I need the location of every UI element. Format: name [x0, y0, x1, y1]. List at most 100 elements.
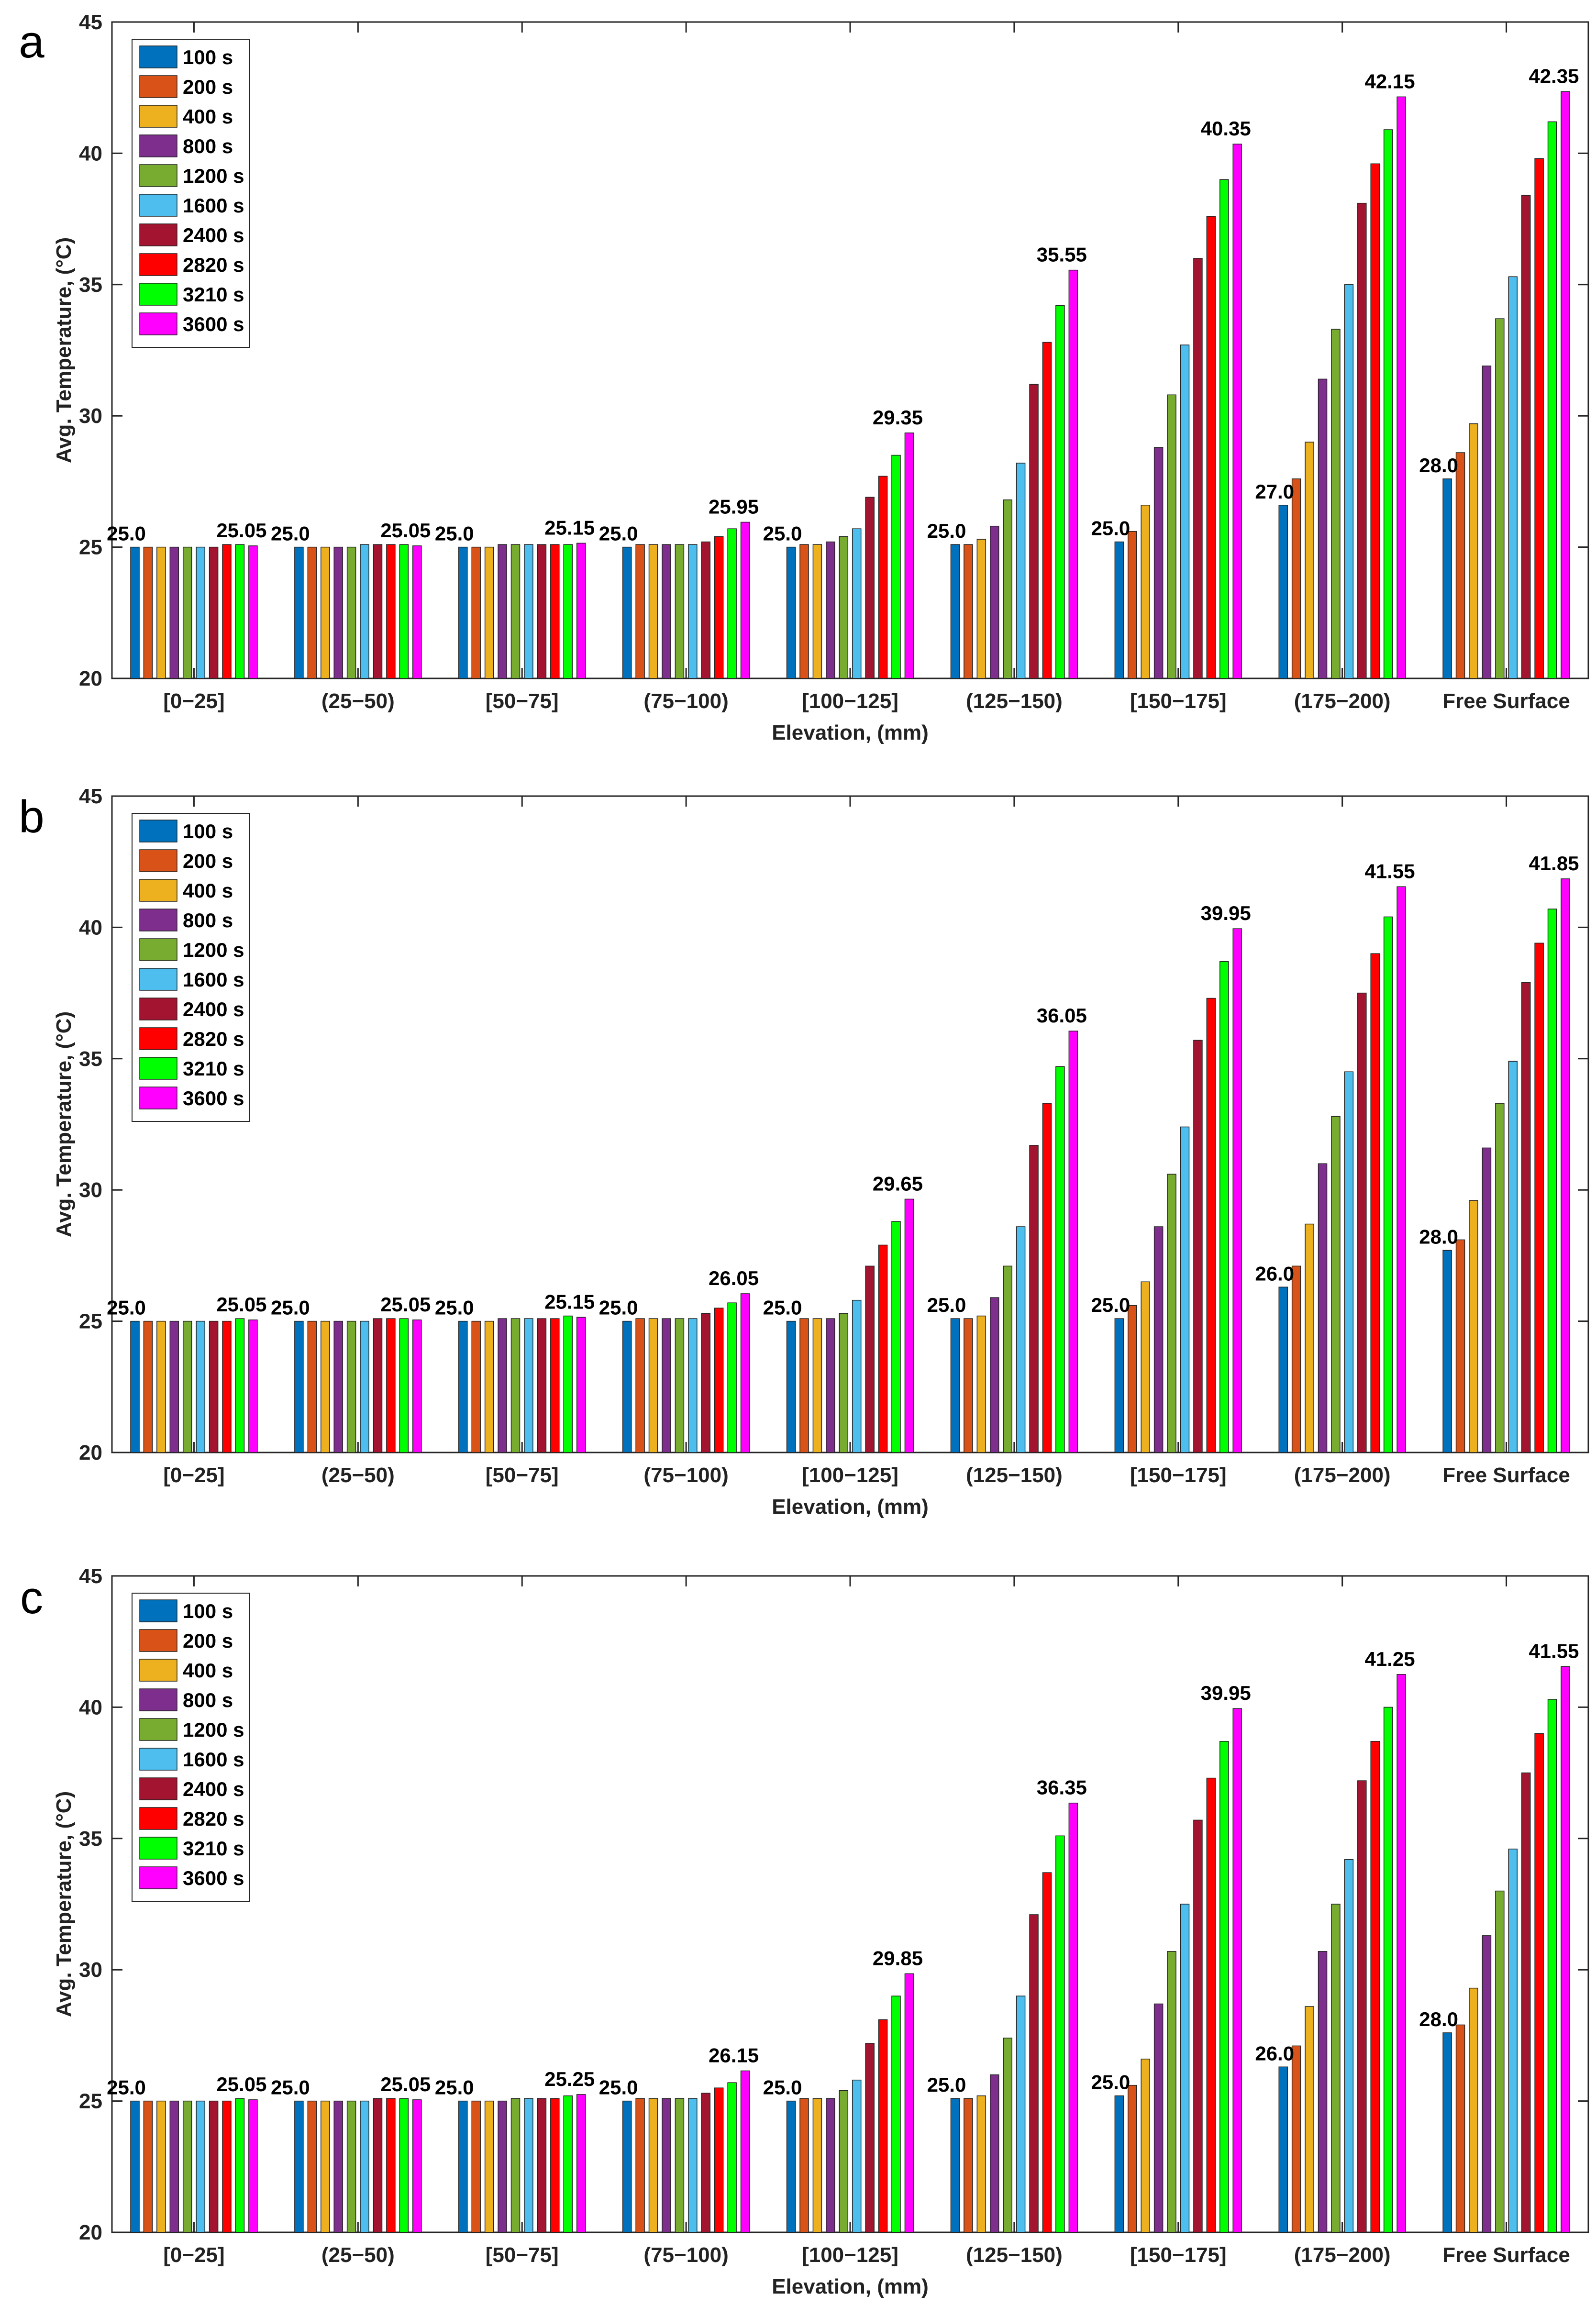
bar — [143, 2100, 153, 2233]
data-label-last: 40.35 — [1201, 117, 1251, 140]
bar — [222, 1320, 232, 1453]
bar — [964, 2098, 973, 2233]
bar — [878, 2019, 888, 2233]
x-tick-label: [100−125] — [802, 1463, 898, 1487]
bar — [498, 544, 507, 679]
y-axis-title: Avg. Temperature, (°C) — [52, 1791, 76, 2017]
bar — [740, 521, 750, 679]
data-label-first: 28.0 — [1419, 1225, 1458, 1248]
bar — [386, 2098, 396, 2233]
bar — [1305, 2006, 1314, 2233]
legend-swatch — [139, 1659, 177, 1682]
bar — [1193, 1819, 1203, 2233]
x-axis-title: Elevation, (mm) — [772, 1495, 929, 1519]
panel-letter: b — [19, 791, 44, 843]
bar — [904, 432, 914, 679]
bar — [1114, 2095, 1124, 2233]
bar — [1128, 2084, 1137, 2233]
legend-swatch — [139, 194, 177, 217]
legend-label: 2820 s — [183, 1028, 244, 1050]
x-tick-label: (25−50) — [321, 2243, 395, 2267]
bar — [1318, 1163, 1328, 1453]
bar — [484, 546, 494, 679]
legend-label: 2400 s — [183, 998, 244, 1020]
bar — [248, 1319, 258, 1453]
data-label-last: 41.55 — [1365, 860, 1415, 882]
legend-swatch — [139, 998, 177, 1020]
bar — [976, 2095, 986, 2233]
bar — [1029, 384, 1039, 679]
data-label-first: 25.0 — [435, 1297, 474, 1319]
bar — [701, 1313, 711, 1453]
bar — [839, 1313, 849, 1453]
data-label-last: 29.85 — [873, 1947, 923, 1969]
bar — [510, 2098, 521, 2233]
bar — [1344, 1071, 1354, 1453]
legend-swatch — [139, 1599, 177, 1622]
bar — [333, 2100, 343, 2233]
bar — [1219, 961, 1229, 1453]
bar — [812, 1318, 822, 1453]
data-label-last: 36.05 — [1037, 1004, 1087, 1027]
bar — [169, 2100, 179, 2233]
bar — [1167, 394, 1176, 679]
bar — [1068, 1802, 1078, 2233]
bar — [1547, 1699, 1557, 2233]
bar — [1003, 1265, 1012, 1453]
legend-label: 100 s — [183, 46, 233, 68]
data-label-first: 25.0 — [927, 2073, 966, 2096]
y-tick-label: 40 — [79, 142, 102, 165]
bar — [471, 546, 481, 679]
bar — [1534, 1733, 1544, 2233]
data-label-first: 26.0 — [1255, 2042, 1294, 2064]
bar — [964, 544, 973, 679]
x-tick-label: [150−175] — [1130, 2243, 1227, 2267]
legend-swatch — [139, 1807, 177, 1830]
y-axis-title: Avg. Temperature, (°C) — [52, 1011, 76, 1237]
plot-area — [111, 795, 1589, 1453]
bar — [1455, 1239, 1465, 1453]
legend-label: 100 s — [183, 1600, 233, 1622]
bar — [1331, 1116, 1341, 1453]
bar — [196, 1320, 205, 1453]
bar — [1357, 202, 1367, 679]
bar — [498, 1318, 507, 1453]
bar — [688, 2098, 698, 2233]
legend-label: 2400 s — [183, 224, 244, 246]
bar — [1561, 878, 1570, 1453]
data-label-first: 25.0 — [271, 1297, 310, 1319]
bar — [458, 546, 468, 679]
bar — [727, 2082, 737, 2233]
bar — [576, 1317, 586, 1453]
bar — [576, 2094, 586, 2233]
legend-label: 3210 s — [183, 283, 244, 306]
bar — [373, 1318, 383, 1453]
bar — [471, 1320, 481, 1453]
bar — [169, 546, 179, 679]
bar — [386, 544, 396, 679]
bar — [1232, 1708, 1242, 2233]
x-tick-label: [50−75] — [486, 1463, 559, 1487]
bar — [1016, 1226, 1026, 1453]
bar — [1383, 1707, 1393, 2233]
bar — [1232, 144, 1242, 679]
x-tick-label: [0−25] — [163, 689, 224, 713]
data-label-last: 25.05 — [216, 2073, 266, 2095]
bar — [1042, 1872, 1052, 2233]
bar — [1508, 1849, 1518, 2233]
legend-label: 2820 s — [183, 1807, 244, 1830]
legend-swatch — [139, 968, 177, 991]
bar — [1442, 2032, 1452, 2233]
bar — [209, 2100, 219, 2233]
bar — [1383, 129, 1393, 679]
bar — [1206, 1777, 1216, 2233]
legend-swatch — [139, 1837, 177, 1860]
bar — [1469, 1987, 1478, 2233]
x-tick-label: (125−150) — [966, 689, 1063, 713]
bar — [537, 2098, 547, 2233]
x-tick-label: [100−125] — [802, 2243, 898, 2267]
legend-swatch — [139, 75, 177, 98]
bar — [1370, 1741, 1380, 2233]
legend-swatch — [139, 1866, 177, 1889]
